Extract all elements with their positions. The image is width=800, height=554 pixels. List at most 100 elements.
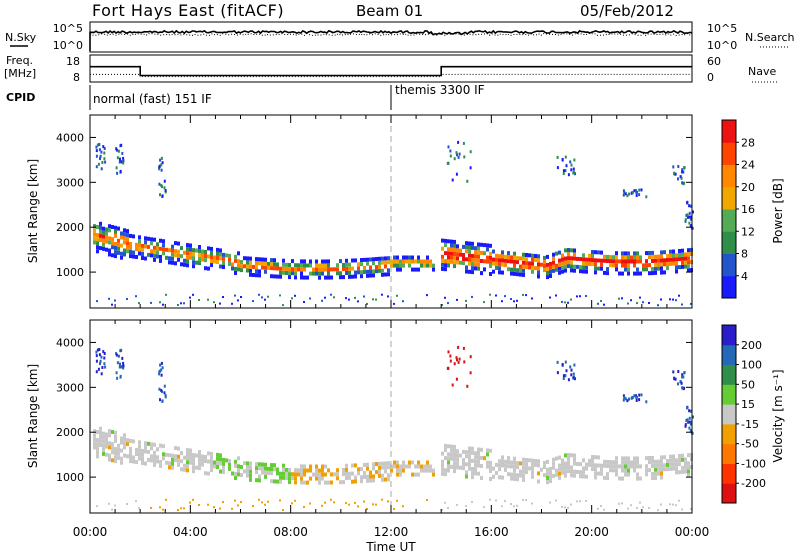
- power-cell: [333, 296, 335, 299]
- power-cell: [270, 266, 273, 271]
- velocity-cell: [198, 462, 201, 467]
- velocity-cell: [531, 502, 533, 505]
- velocity-cell: [462, 466, 465, 471]
- velocity-cell: [663, 467, 666, 472]
- power-cell: [270, 258, 273, 263]
- power-cell: [519, 268, 522, 273]
- power-cell: [96, 249, 99, 254]
- velocity-cell: [567, 465, 570, 470]
- velocity-cell: [330, 498, 332, 501]
- power-cell: [468, 269, 471, 274]
- power-cell: [501, 250, 504, 255]
- velocity-cell: [689, 429, 692, 433]
- velocity-cell: [102, 431, 105, 436]
- velocity-data: [93, 345, 694, 512]
- power-cell: [138, 251, 141, 256]
- velocity-cell: [114, 430, 117, 435]
- velocity-cell: [573, 457, 576, 462]
- velocity-cell: [507, 460, 510, 465]
- power-cell: [618, 259, 621, 264]
- velocity-cell: [384, 461, 387, 466]
- power-cell: [324, 296, 326, 299]
- power-cell: [162, 239, 165, 244]
- power-cell: [567, 173, 570, 177]
- power-cell: [570, 168, 573, 172]
- velocity-cell: [528, 466, 531, 471]
- velocity-cell: [165, 460, 168, 465]
- power-cell: [345, 266, 348, 271]
- velocity-cell: [342, 468, 345, 472]
- power-cell: [95, 154, 98, 158]
- y-tick-label: 1000: [56, 266, 84, 279]
- velocity-cell: [447, 452, 450, 457]
- power-cell: [675, 257, 678, 262]
- velocity-cell: [180, 467, 183, 472]
- velocity-cell: [384, 465, 387, 470]
- velocity-cell: [198, 504, 200, 506]
- power-cell: [141, 256, 144, 260]
- power-cell: [255, 261, 258, 266]
- velocity-cell: [618, 464, 621, 469]
- power-cell: [585, 265, 588, 270]
- velocity-cell: [111, 450, 114, 455]
- velocity-cell: [300, 480, 303, 485]
- x-tick-label: 08:00: [273, 525, 308, 539]
- power-cell: [192, 264, 195, 269]
- velocity-cell: [597, 455, 600, 460]
- power-cell: [234, 271, 237, 275]
- power-cell: [300, 263, 303, 268]
- power-cell: [669, 249, 672, 254]
- velocity-cell: [345, 471, 348, 476]
- velocity-cell: [600, 463, 603, 468]
- power-cell: [426, 263, 429, 268]
- power-cell: [366, 269, 369, 274]
- velocity-cell: [240, 501, 242, 503]
- velocity-cell: [192, 498, 194, 501]
- velocity-cell: [456, 449, 459, 454]
- velocity-cell: [567, 461, 570, 466]
- power-cell: [96, 245, 99, 250]
- velocity-cell: [360, 479, 363, 484]
- velocity-cell: [312, 472, 315, 477]
- power-cell: [198, 249, 201, 253]
- power-cell: [249, 256, 252, 261]
- power-cell: [366, 257, 369, 262]
- power-cell: [396, 294, 398, 297]
- velocity-cell: [687, 453, 690, 458]
- power-cell: [455, 151, 458, 155]
- velocity-cell: [114, 434, 117, 439]
- power-cell: [297, 263, 300, 268]
- power-cell: [556, 155, 559, 159]
- power-cell: [160, 156, 163, 160]
- power-cell: [95, 149, 98, 153]
- velocity-cell: [138, 507, 140, 510]
- power-cell: [681, 303, 683, 306]
- velocity-cell: [345, 502, 347, 505]
- velocity-cell: [449, 354, 452, 358]
- power-cell: [648, 255, 651, 260]
- velocity-cell: [458, 357, 461, 361]
- power-cell: [621, 297, 623, 300]
- power-cell: [210, 255, 213, 259]
- velocity-cell: [564, 461, 567, 466]
- power-cell: [405, 255, 408, 260]
- velocity-cell: [105, 440, 108, 445]
- velocity-cell: [393, 460, 396, 465]
- velocity-cell: [210, 464, 213, 468]
- colorbar-segment: [722, 364, 736, 385]
- velocity-cell: [480, 476, 483, 481]
- power-cell: [528, 265, 531, 270]
- velocity-cell: [288, 472, 291, 477]
- power-cell: [408, 263, 411, 268]
- velocity-cell: [123, 445, 126, 450]
- power-cell: [453, 248, 456, 252]
- velocity-cell: [210, 468, 213, 473]
- velocity-cell: [120, 440, 123, 445]
- colorbar-tick-label: -100: [741, 457, 766, 470]
- velocity-cell: [453, 461, 456, 466]
- power-cell: [657, 254, 660, 259]
- power-cell: [252, 300, 254, 303]
- velocity-cell: [120, 448, 123, 453]
- power-cell: [495, 257, 498, 262]
- velocity-cell: [414, 472, 417, 477]
